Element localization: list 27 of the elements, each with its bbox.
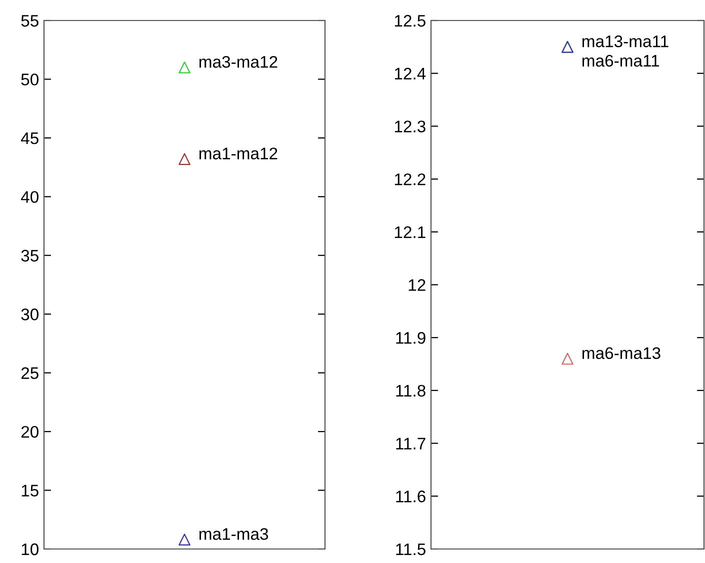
y-tick-label: 12.1 bbox=[394, 226, 426, 238]
series-label: ma1-ma3 bbox=[199, 528, 268, 540]
y-tick-label: 35 bbox=[21, 250, 38, 262]
y-tick-label: 11.8 bbox=[396, 384, 426, 397]
y-tick-label: 11.6 bbox=[396, 490, 426, 502]
series-label: ma6-ma13 bbox=[582, 347, 660, 360]
y-tick-label: 15 bbox=[22, 484, 38, 496]
y-tick-label: 55 bbox=[21, 15, 38, 27]
y-tick-label: 40 bbox=[20, 191, 38, 203]
y-tick-label: 25 bbox=[21, 367, 38, 380]
series-label: ma13-ma11 bbox=[582, 35, 668, 48]
y-tick-label: 12.4 bbox=[394, 68, 426, 80]
y-tick-label: 30 bbox=[21, 308, 38, 320]
y-tick-label: 50 bbox=[21, 74, 38, 86]
series-label: ma6-ma11 bbox=[582, 54, 660, 67]
y-tick-label: 11.7 bbox=[396, 438, 426, 450]
y-tick-label: 20 bbox=[21, 426, 38, 438]
y-tick-label: 12.2 bbox=[394, 173, 426, 186]
y-tick-label: 10 bbox=[22, 543, 38, 556]
series-label: ma3-ma12 bbox=[199, 56, 278, 68]
series-label: ma1-ma12 bbox=[199, 148, 278, 160]
y-tick-label: 11.9 bbox=[396, 332, 426, 344]
y-tick-label: 12 bbox=[408, 279, 426, 291]
y-tick-label: 45 bbox=[20, 132, 38, 144]
y-tick-label: 12.5 bbox=[394, 14, 426, 27]
y-tick-label: 11.5 bbox=[396, 544, 426, 556]
y-tick-label: 12.3 bbox=[394, 120, 426, 132]
